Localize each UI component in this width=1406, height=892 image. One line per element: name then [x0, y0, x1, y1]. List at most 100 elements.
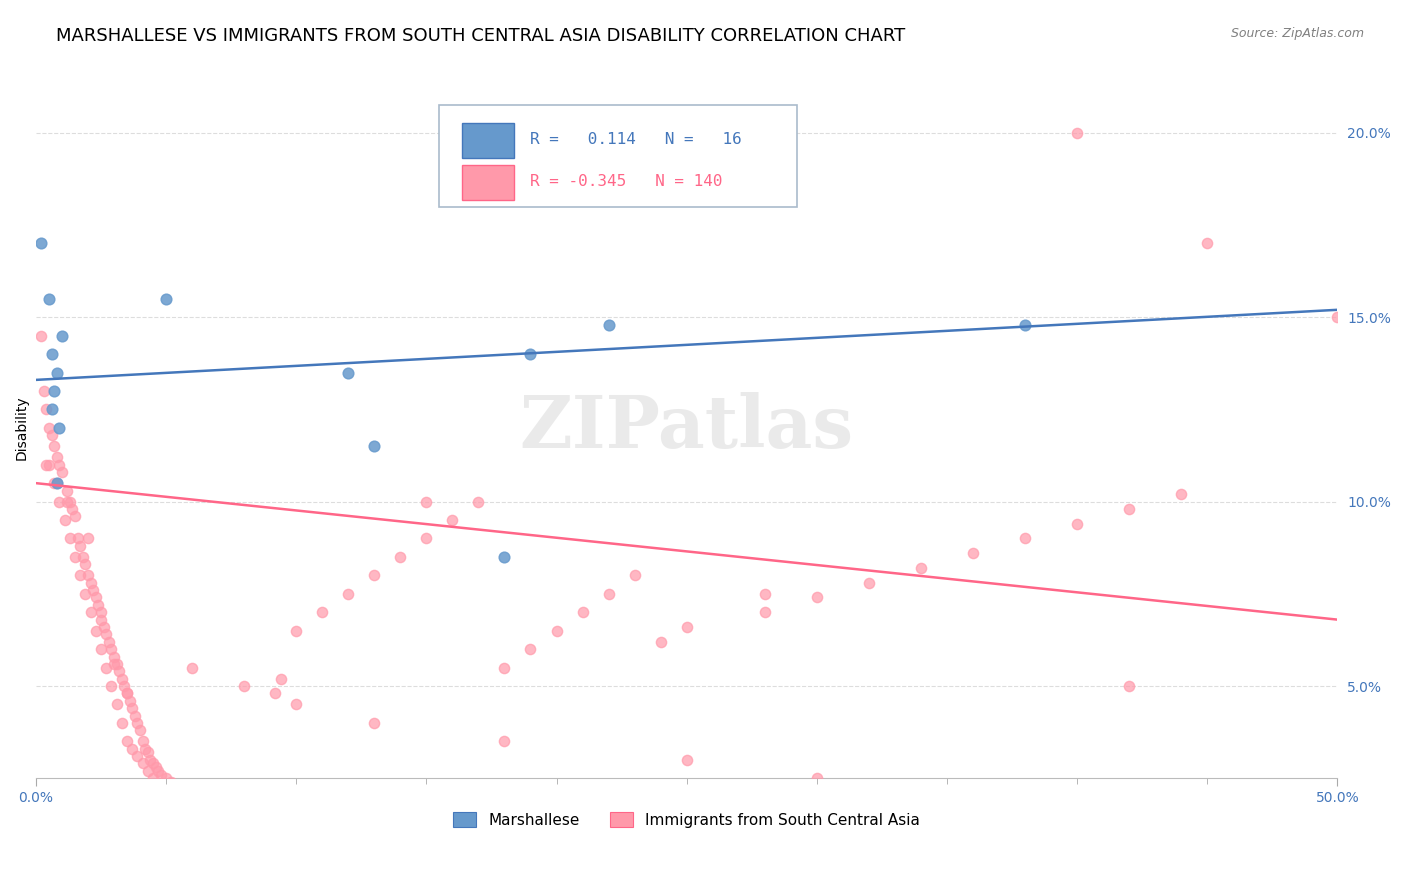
- Point: [1170, 487, 1192, 501]
- Point: [48, 494, 70, 508]
- Point: [45, 450, 67, 465]
- Point: [519, 642, 541, 657]
- FancyBboxPatch shape: [461, 123, 513, 158]
- Point: [77, 568, 100, 582]
- Point: [84, 624, 107, 638]
- Point: [108, 665, 131, 679]
- Point: [233, 679, 256, 693]
- Point: [72, 549, 94, 564]
- Point: [1014, 532, 1036, 546]
- Point: [75, 587, 97, 601]
- Point: [77, 532, 100, 546]
- FancyBboxPatch shape: [461, 165, 513, 200]
- Point: [176, 786, 198, 800]
- Point: [259, 845, 281, 859]
- Point: [131, 756, 153, 771]
- Point: [48, 458, 70, 472]
- Point: [127, 715, 149, 730]
- Point: [114, 679, 136, 693]
- Point: [115, 686, 138, 700]
- Point: [243, 834, 266, 848]
- Point: [181, 789, 204, 804]
- Point: [155, 771, 177, 785]
- Point: [134, 741, 156, 756]
- Point: [155, 292, 177, 306]
- Point: [44, 476, 66, 491]
- Point: [115, 734, 138, 748]
- Point: [51, 328, 73, 343]
- Point: [675, 753, 697, 767]
- Point: [149, 767, 172, 781]
- Point: [30, 236, 52, 251]
- Point: [45, 476, 67, 491]
- Point: [233, 826, 256, 840]
- Point: [84, 591, 107, 605]
- Point: [30, 328, 52, 343]
- Point: [650, 634, 672, 648]
- Point: [363, 439, 385, 453]
- Point: [35, 458, 58, 472]
- Point: [139, 753, 162, 767]
- Point: [105, 657, 128, 671]
- Point: [63, 549, 86, 564]
- Point: [48, 421, 70, 435]
- Point: [56, 494, 79, 508]
- Point: [121, 741, 143, 756]
- Point: [111, 715, 134, 730]
- Point: [53, 513, 76, 527]
- Point: [218, 815, 240, 830]
- Point: [90, 605, 112, 619]
- Point: [75, 558, 97, 572]
- Point: [66, 532, 89, 546]
- Point: [598, 318, 620, 332]
- Point: [45, 366, 67, 380]
- Point: [105, 698, 128, 712]
- Point: [806, 771, 828, 785]
- Legend: Marshallese, Immigrants from South Central Asia: Marshallese, Immigrants from South Centr…: [447, 805, 927, 834]
- Point: [1326, 310, 1348, 325]
- Text: ZIPatlas: ZIPatlas: [520, 392, 853, 463]
- Point: [441, 513, 464, 527]
- Point: [754, 587, 776, 601]
- Point: [111, 672, 134, 686]
- Point: [148, 779, 170, 793]
- Point: [1118, 502, 1140, 516]
- Text: MARSHALLESE VS IMMIGRANTS FROM SOUTH CENTRAL ASIA DISABILITY CORRELATION CHART: MARSHALLESE VS IMMIGRANTS FROM SOUTH CEN…: [56, 27, 905, 45]
- Point: [166, 779, 188, 793]
- Point: [494, 734, 516, 748]
- Point: [212, 812, 235, 826]
- Point: [675, 620, 697, 634]
- Point: [571, 605, 593, 619]
- FancyBboxPatch shape: [440, 105, 797, 207]
- Point: [129, 723, 152, 738]
- Point: [858, 575, 880, 590]
- Point: [201, 805, 224, 819]
- Point: [59, 494, 82, 508]
- Point: [285, 698, 308, 712]
- Point: [160, 775, 183, 789]
- Point: [754, 605, 776, 619]
- Point: [806, 591, 828, 605]
- Point: [415, 494, 437, 508]
- Point: [131, 734, 153, 748]
- Point: [337, 366, 360, 380]
- Point: [494, 660, 516, 674]
- Point: [222, 819, 245, 833]
- Point: [519, 347, 541, 361]
- Point: [623, 568, 645, 582]
- Point: [910, 561, 932, 575]
- Point: [1118, 679, 1140, 693]
- Point: [96, 627, 118, 641]
- Point: [936, 789, 959, 804]
- Point: [124, 708, 146, 723]
- Point: [186, 793, 208, 807]
- Text: Source: ZipAtlas.com: Source: ZipAtlas.com: [1230, 27, 1364, 40]
- Point: [207, 808, 229, 822]
- Point: [44, 384, 66, 398]
- Point: [142, 756, 165, 771]
- Point: [82, 583, 104, 598]
- Point: [962, 546, 984, 560]
- Point: [546, 624, 568, 638]
- Point: [598, 587, 620, 601]
- Point: [363, 715, 385, 730]
